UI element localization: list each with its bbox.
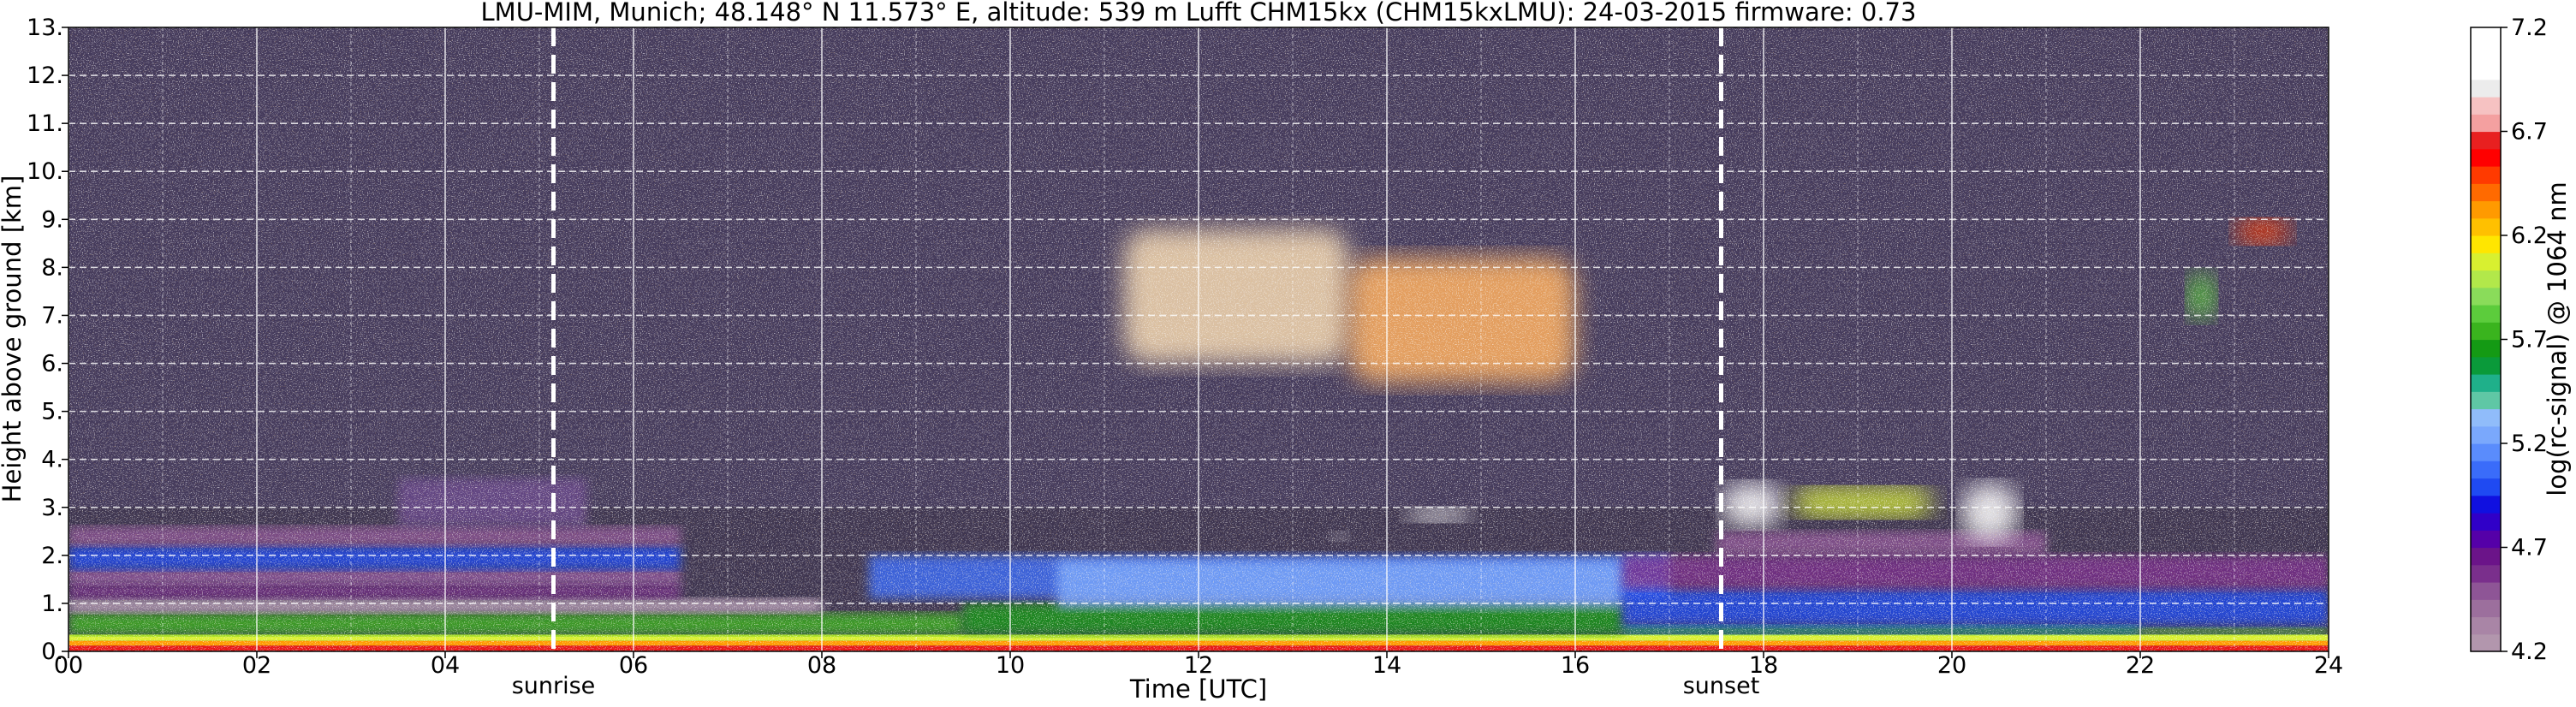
colorbar-tick-label-5: 6.7 bbox=[2511, 119, 2548, 146]
heatmap-plot-area bbox=[68, 27, 2329, 651]
colorbar-tick-label-6: 7.2 bbox=[2511, 15, 2548, 41]
y-tick-label-10: 10. bbox=[27, 158, 63, 185]
colorbar-swatch-23 bbox=[2471, 235, 2501, 253]
colorbar-tick-label-2: 5.2 bbox=[2511, 431, 2548, 457]
y-tick-label-6: 6. bbox=[41, 351, 63, 377]
colorbar-swatch-24 bbox=[2471, 217, 2501, 236]
colorbar-swatch-13 bbox=[2471, 408, 2501, 427]
y-axis-label: Height above ground [km] bbox=[0, 175, 27, 503]
y-tick-label-2: 2. bbox=[41, 543, 63, 569]
colorbar-swatch-12 bbox=[2471, 425, 2501, 444]
colorbar-swatch-4 bbox=[2471, 564, 2501, 583]
colorbar-swatch-1 bbox=[2471, 616, 2501, 635]
x-tick-label-24: 24 bbox=[2314, 652, 2343, 679]
x-tick-label-00: 00 bbox=[54, 652, 83, 679]
colorbar-swatch-15 bbox=[2471, 374, 2501, 392]
y-tick-label-3: 3. bbox=[41, 495, 63, 521]
colorbar-swatch-25 bbox=[2471, 200, 2501, 219]
colorbar-swatch-27 bbox=[2471, 166, 2501, 184]
colorbar-swatch-6 bbox=[2471, 530, 2501, 549]
colorbar-swatch-11 bbox=[2471, 443, 2501, 461]
colorbar-swatch-2 bbox=[2471, 599, 2501, 618]
x-tick-label-02: 02 bbox=[242, 652, 271, 679]
x-tick-label-12: 12 bbox=[1184, 652, 1213, 679]
y-tick-label-9: 9. bbox=[41, 206, 63, 233]
x-axis-ticks: 00 02 04 06 08 10 12 14 16 18 20 22 24 bbox=[54, 651, 2343, 679]
colorbar-swatch-32 bbox=[2471, 79, 2501, 98]
colorbar-swatch-17 bbox=[2471, 339, 2501, 358]
y-axis-ticks: 0. 1. 2. 3. 4. 5. 6. 7. 8. 9. 10. 11. 12. 13. bbox=[27, 15, 68, 665]
colorbar-swatch-9 bbox=[2471, 478, 2501, 496]
colorbar-swatch-19 bbox=[2471, 305, 2501, 323]
x-tick-label-14: 14 bbox=[1372, 652, 1401, 679]
colorbar-swatch-0 bbox=[2471, 633, 2501, 652]
colorbar-ticks: 4.2 4.7 5.2 5.7 6.2 6.7 7.2 bbox=[2501, 15, 2548, 665]
colorbar-tick-label-3: 5.7 bbox=[2511, 327, 2548, 354]
colorbar-swatch-7 bbox=[2471, 513, 2501, 531]
x-tick-label-18: 18 bbox=[1749, 652, 1778, 679]
colorbar-swatch-34 bbox=[2471, 45, 2501, 63]
colorbar-swatch-14 bbox=[2471, 391, 2501, 410]
colorbar-swatch-28 bbox=[2471, 148, 2501, 167]
colorbar-swatch-30 bbox=[2471, 114, 2501, 133]
x-tick-label-08: 08 bbox=[807, 652, 836, 679]
colorbar-swatch-8 bbox=[2471, 495, 2501, 514]
colorbar-label: log(rc-signal) @ 1064 nm bbox=[2543, 181, 2572, 496]
colorbar-swatch-16 bbox=[2471, 356, 2501, 375]
y-tick-label-12: 12. bbox=[27, 62, 63, 89]
y-tick-label-5: 5. bbox=[41, 399, 63, 425]
y-tick-label-11: 11. bbox=[27, 110, 63, 137]
colorbar-swatch-21 bbox=[2471, 270, 2501, 288]
x-tick-label-04: 04 bbox=[431, 652, 460, 679]
y-tick-label-1: 1. bbox=[41, 591, 63, 617]
x-tick-label-06: 06 bbox=[619, 652, 648, 679]
x-tick-label-20: 20 bbox=[1937, 652, 1966, 679]
colorbar-swatch-29 bbox=[2471, 131, 2501, 150]
colorbar-swatch-26 bbox=[2471, 183, 2501, 202]
colorbar-tick-label-4: 6.2 bbox=[2511, 223, 2548, 249]
x-tick-label-10: 10 bbox=[996, 652, 1025, 679]
chart-title: LMU-MIM, Munich; 48.148° N 11.573° E, al… bbox=[481, 0, 1917, 27]
y-tick-label-8: 8. bbox=[41, 254, 63, 281]
colorbar-tick-label-0: 4.2 bbox=[2511, 639, 2548, 665]
y-tick-label-7: 7. bbox=[41, 302, 63, 329]
colorbar-tick-label-1: 4.7 bbox=[2511, 535, 2548, 561]
y-tick-label-0: 0. bbox=[41, 639, 63, 665]
colorbar bbox=[2471, 27, 2501, 652]
colorbar-swatch-33 bbox=[2471, 62, 2501, 80]
sunset-label: sunset bbox=[1683, 673, 1760, 699]
colorbar-swatch-35 bbox=[2471, 27, 2501, 45]
sun-lines bbox=[551, 27, 1723, 651]
colorbar-swatch-31 bbox=[2471, 97, 2501, 115]
colorbar-swatch-18 bbox=[2471, 322, 2501, 341]
sunrise-label: sunrise bbox=[512, 673, 596, 699]
colorbar-swatch-10 bbox=[2471, 460, 2501, 479]
y-tick-label-4: 4. bbox=[41, 447, 63, 473]
colorbar-swatch-3 bbox=[2471, 582, 2501, 600]
colorbar-swatch-22 bbox=[2471, 253, 2501, 271]
x-tick-label-16: 16 bbox=[1561, 652, 1590, 679]
colorbar-swatch-5 bbox=[2471, 547, 2501, 566]
grid-lines bbox=[68, 27, 2329, 651]
colorbar-swatch-20 bbox=[2471, 287, 2501, 306]
y-tick-label-13: 13. bbox=[27, 15, 63, 41]
sun-labels: sunrise sunset bbox=[512, 673, 1760, 699]
x-axis-label: Time [UTC] bbox=[1129, 674, 1267, 704]
x-tick-label-22: 22 bbox=[2126, 652, 2155, 679]
